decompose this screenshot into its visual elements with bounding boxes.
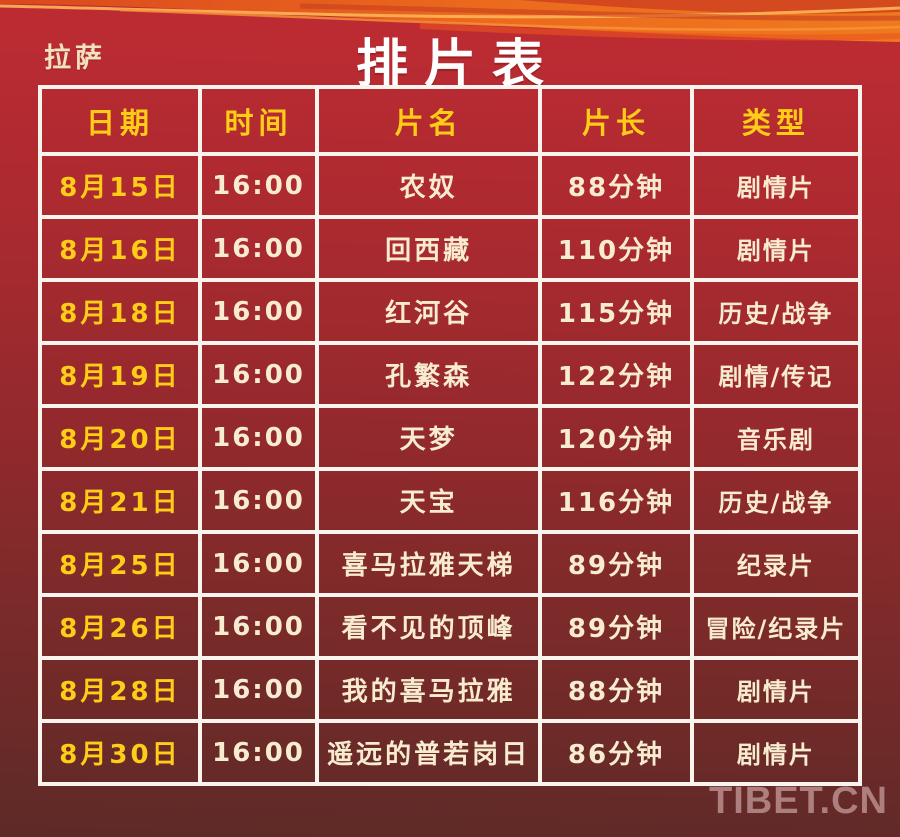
column-header-time: 时间 (197, 85, 320, 156)
table-row: 8月20日 16:00 天梦 120分钟 音乐剧 (38, 404, 863, 471)
genre-cell: 音乐剧 (689, 404, 863, 471)
column-header-film-name: 片名 (315, 85, 543, 156)
table-row: 8月16日 16:00 回西藏 110分钟 剧情片 (38, 215, 863, 282)
date-cell: 8月19日 (38, 341, 202, 408)
time-cell: 16:00 (197, 467, 320, 534)
genre-cell: 剧情片 (689, 152, 863, 219)
column-header-genre: 类型 (689, 85, 863, 156)
table-row: 8月15日 16:00 农奴 88分钟 剧情片 (38, 152, 863, 219)
genre-cell: 剧情片 (689, 719, 863, 786)
date-cell: 8月25日 (38, 530, 202, 597)
schedule-table-header: 日期 时间 片名 片长 类型 (38, 85, 863, 156)
date-cell: 8月28日 (38, 656, 202, 723)
table-row: 8月19日 16:00 孔繁森 122分钟 剧情/传记 (38, 341, 863, 408)
date-cell: 8月26日 (38, 593, 202, 660)
film-name-cell: 孔繁森 (315, 341, 543, 408)
duration-cell: 89分钟 (538, 593, 694, 660)
duration-cell: 88分钟 (538, 152, 694, 219)
genre-cell: 纪录片 (689, 530, 863, 597)
date-cell: 8月20日 (38, 404, 202, 471)
time-cell: 16:00 (197, 719, 320, 786)
time-cell: 16:00 (197, 278, 320, 345)
date-cell: 8月18日 (38, 278, 202, 345)
time-cell: 16:00 (197, 215, 320, 282)
genre-cell: 冒险/纪录片 (689, 593, 863, 660)
header-row: 日期 时间 片名 片长 类型 (38, 85, 863, 156)
duration-cell: 120分钟 (538, 404, 694, 471)
date-cell: 8月16日 (38, 215, 202, 282)
table-row: 8月18日 16:00 红河谷 115分钟 历史/战争 (38, 278, 863, 345)
column-header-duration: 片长 (538, 85, 694, 156)
table-row: 8月30日 16:00 遥远的普若岗日 86分钟 剧情片 (38, 719, 863, 786)
duration-cell: 110分钟 (538, 215, 694, 282)
film-name-cell: 喜马拉雅天梯 (315, 530, 543, 597)
tibet-cn-watermark: TIBET.CN (709, 780, 888, 822)
film-name-cell: 农奴 (315, 152, 543, 219)
time-cell: 16:00 (197, 152, 320, 219)
time-cell: 16:00 (197, 656, 320, 723)
schedule-table-body: 8月15日 16:00 农奴 88分钟 剧情片 8月16日 16:00 回西藏 110分钟 剧情片… (38, 152, 863, 786)
genre-cell: 历史/战争 (689, 467, 863, 534)
genre-cell: 历史/战争 (689, 278, 863, 345)
table-row: 8月25日 16:00 喜马拉雅天梯 89分钟 纪录片 (38, 530, 863, 597)
film-name-cell: 遥远的普若岗日 (315, 719, 543, 786)
duration-cell: 116分钟 (538, 467, 694, 534)
film-name-cell: 回西藏 (315, 215, 543, 282)
top-swoosh-decoration (0, 0, 900, 42)
film-name-cell: 红河谷 (315, 278, 543, 345)
genre-cell: 剧情/传记 (689, 341, 863, 408)
duration-cell: 88分钟 (538, 656, 694, 723)
date-cell: 8月21日 (38, 467, 202, 534)
date-cell: 8月30日 (38, 719, 202, 786)
schedule-table: 日期 时间 片名 片长 类型 8月15日 16:00 农奴 88分钟 剧情片 8月16日 16:00… (38, 85, 863, 786)
time-cell: 16:00 (197, 530, 320, 597)
duration-cell: 86分钟 (538, 719, 694, 786)
page-title: 排片表 (355, 35, 560, 95)
film-name-cell: 我的喜马拉雅 (315, 656, 543, 723)
table-row: 8月21日 16:00 天宝 116分钟 历史/战争 (38, 467, 863, 534)
column-header-date: 日期 (38, 85, 202, 156)
table-row: 8月28日 16:00 我的喜马拉雅 88分钟 剧情片 (38, 656, 863, 723)
duration-cell: 122分钟 (538, 341, 694, 408)
table-row: 8月26日 16:00 看不见的顶峰 89分钟 冒险/纪录片 (38, 593, 863, 660)
date-cell: 8月15日 (38, 152, 202, 219)
film-name-cell: 天梦 (315, 404, 543, 471)
film-name-cell: 看不见的顶峰 (315, 593, 543, 660)
city-label: 拉萨 (44, 43, 106, 74)
time-cell: 16:00 (197, 341, 320, 408)
genre-cell: 剧情片 (689, 215, 863, 282)
duration-cell: 89分钟 (538, 530, 694, 597)
duration-cell: 115分钟 (538, 278, 694, 345)
time-cell: 16:00 (197, 593, 320, 660)
time-cell: 16:00 (197, 404, 320, 471)
genre-cell: 剧情片 (689, 656, 863, 723)
film-name-cell: 天宝 (315, 467, 543, 534)
